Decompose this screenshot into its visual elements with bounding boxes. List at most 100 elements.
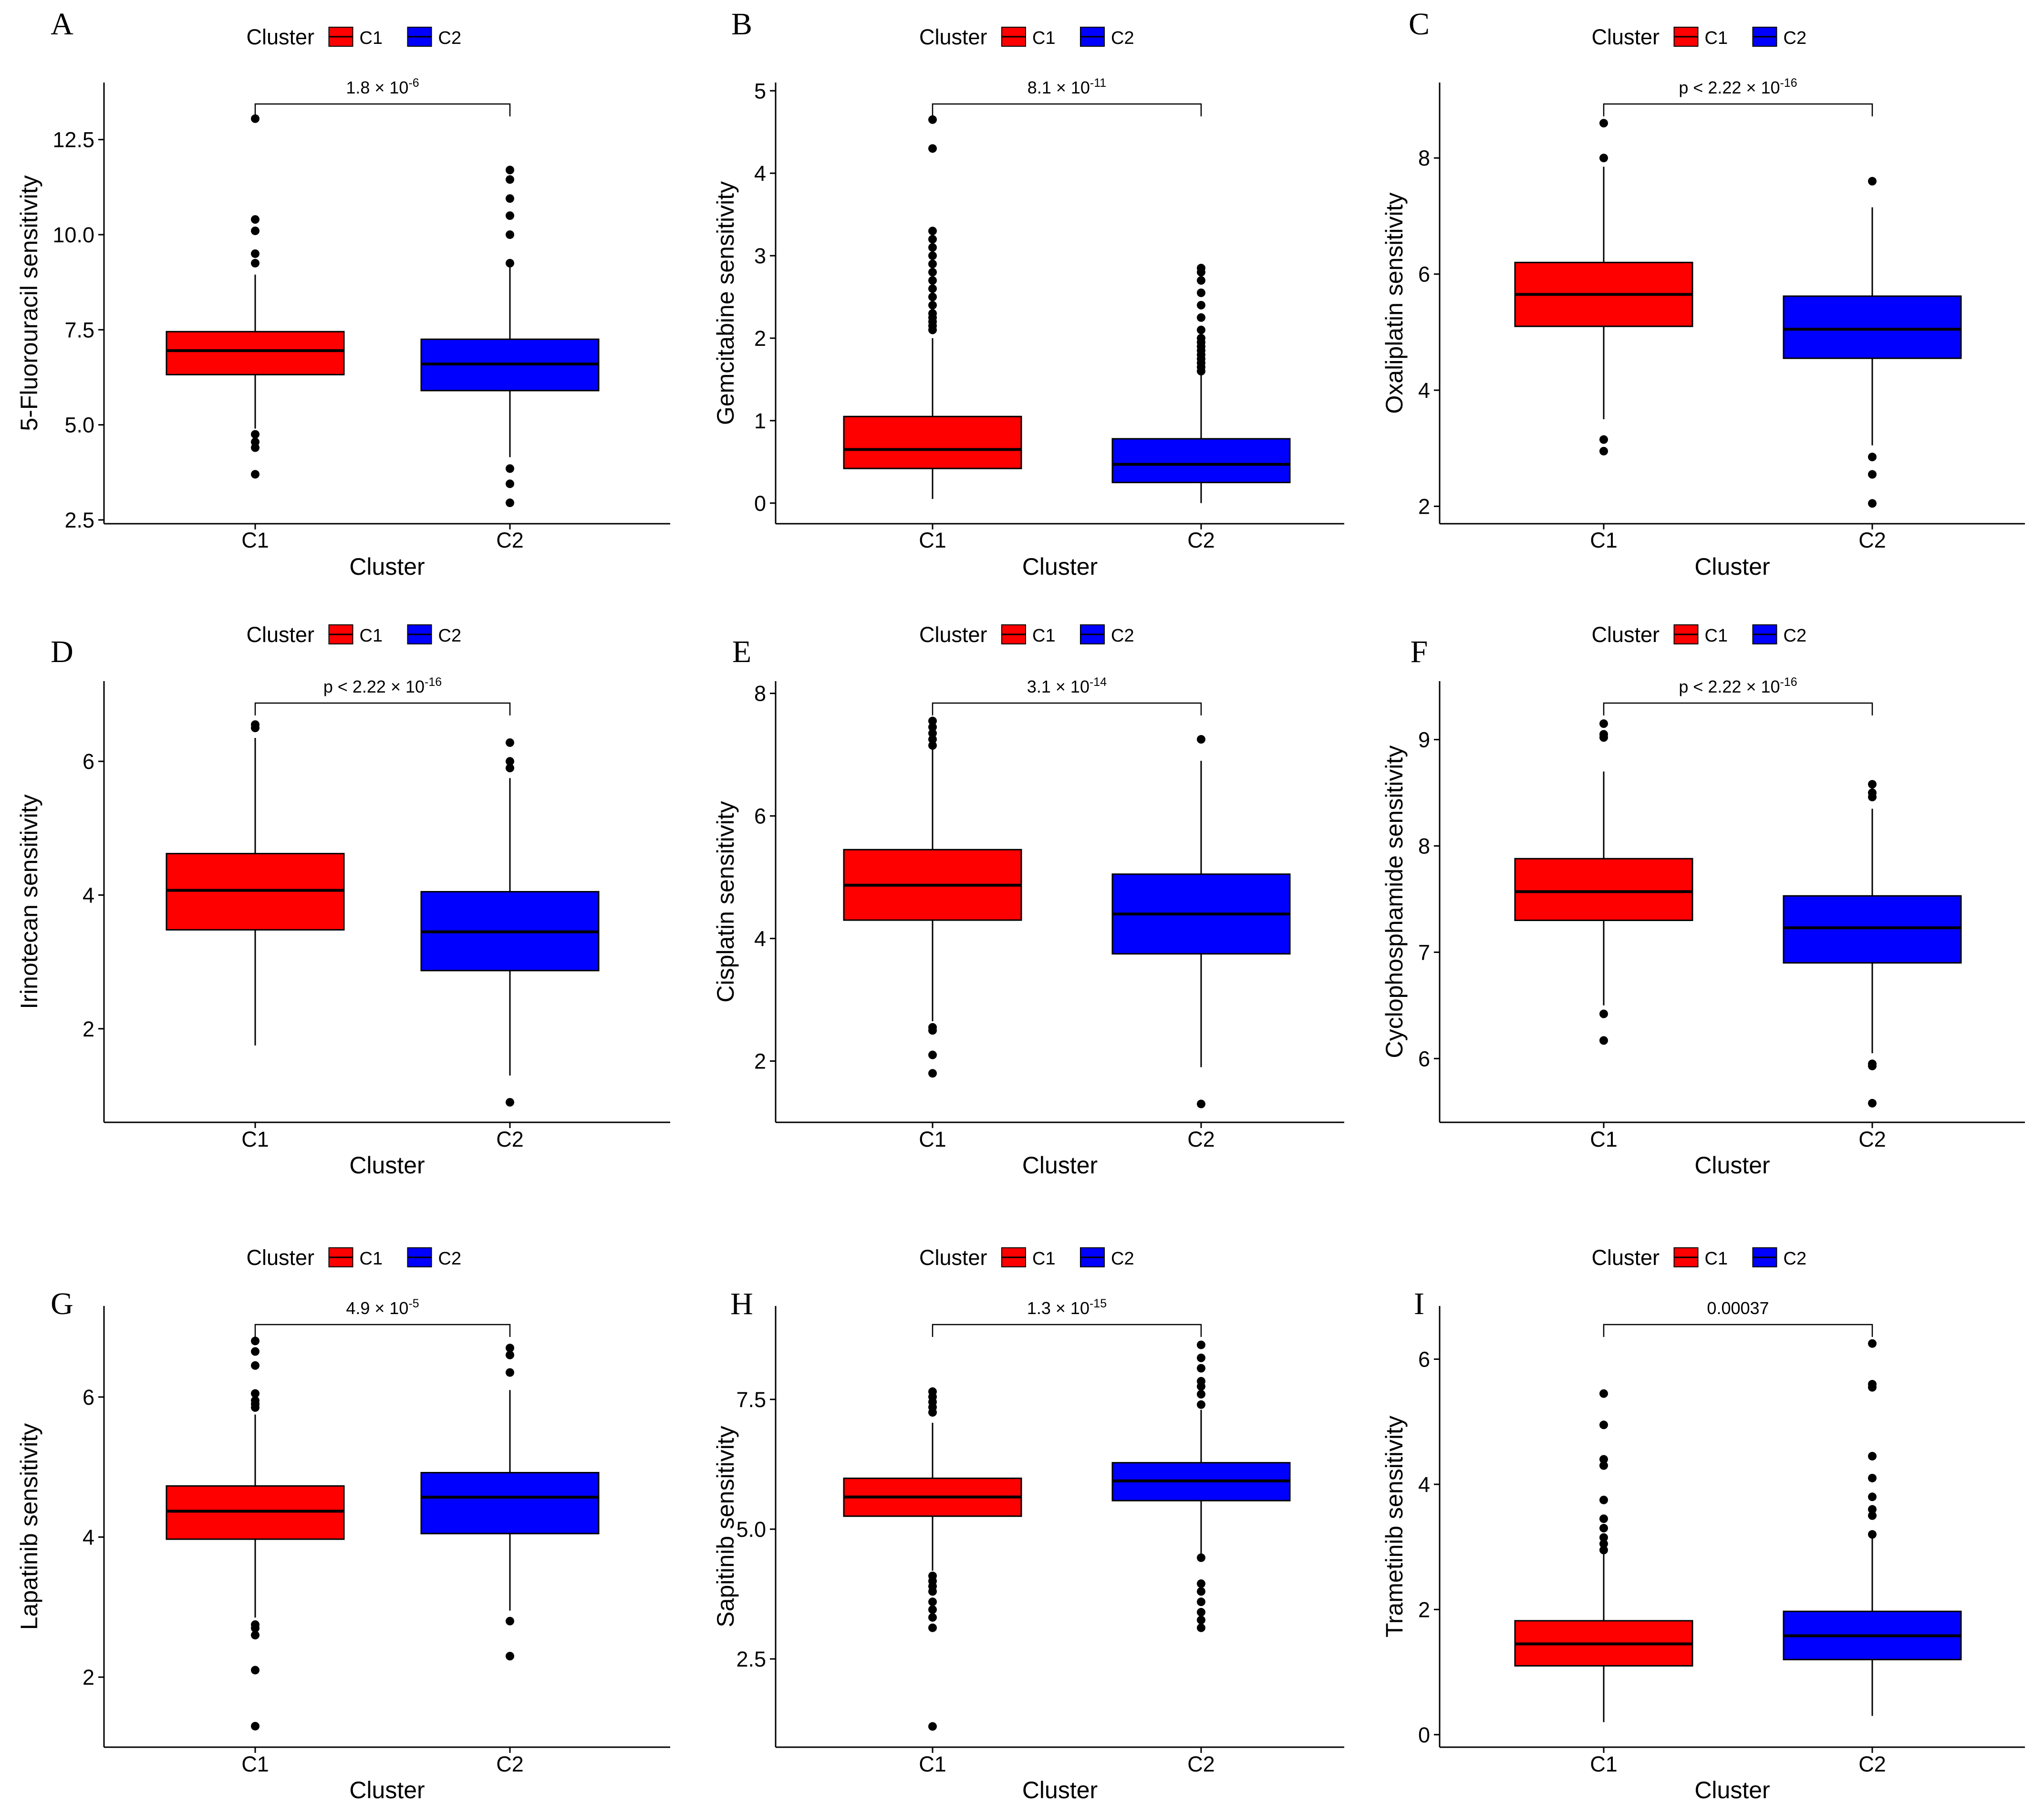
y-tick-label: 2 — [1418, 494, 1430, 518]
outlier-point — [1197, 1099, 1205, 1109]
outlier-point — [928, 1722, 937, 1731]
panel-letter-G: G — [51, 1286, 73, 1321]
outlier-point — [1197, 367, 1205, 376]
x-axis-label: Cluster — [1022, 1777, 1098, 1803]
y-tick-label: 3 — [754, 244, 766, 268]
outlier-point — [1197, 300, 1205, 310]
y-tick-label: 4 — [1418, 1472, 1430, 1497]
p-value-label: p < 2.22 × 10-16 — [1679, 76, 1797, 97]
outlier-point — [1599, 1036, 1608, 1045]
legend-label-C2: C2 — [1111, 1249, 1134, 1269]
outlier-point — [506, 479, 514, 488]
outlier-point — [1868, 1061, 1877, 1070]
outlier-point — [506, 764, 514, 773]
y-tick-label: 5.0 — [736, 1517, 766, 1542]
legend-title: Cluster — [919, 25, 987, 49]
box-C1 — [843, 1387, 1022, 1731]
outlier-point — [1197, 1616, 1205, 1625]
y-tick-label: 7.5 — [736, 1388, 766, 1412]
outlier-point — [506, 498, 514, 508]
panel-letter-C: C — [1409, 7, 1430, 41]
p-value-label: 4.9 × 10-5 — [346, 1297, 419, 1318]
y-tick-label: 2 — [1418, 1597, 1430, 1622]
outlier-point — [1197, 1608, 1205, 1617]
outlier-point — [928, 235, 937, 244]
p-value-base: 3.1 × 10 — [1027, 677, 1089, 696]
outlier-point — [928, 723, 937, 732]
panel-letter-I: I — [1414, 1286, 1424, 1321]
legend-label-C1: C1 — [360, 28, 383, 48]
outlier-point — [1868, 1492, 1877, 1502]
outlier-point — [251, 226, 259, 235]
significance-bracket — [254, 103, 511, 116]
p-value-base: 0.00037 — [1707, 1298, 1769, 1318]
outlier-point — [1868, 470, 1877, 479]
outlier-point — [1599, 1514, 1608, 1523]
significance-bracket — [932, 103, 1202, 116]
outlier-point — [928, 729, 937, 738]
y-tick-label: 2 — [754, 326, 766, 351]
x-tick-label-C2: C2 — [1187, 528, 1215, 552]
outlier-point — [1868, 176, 1877, 186]
outlier-point — [928, 1587, 937, 1596]
outlier-point — [928, 1623, 937, 1632]
legend-label-C2: C2 — [438, 626, 462, 646]
outlier-point — [1868, 1383, 1877, 1392]
box-C2 — [1783, 780, 1962, 1108]
y-tick-label: 6 — [754, 804, 766, 829]
legend-label-C1: C1 — [1705, 1249, 1728, 1269]
outlier-point — [506, 757, 514, 766]
x-tick-label-C2: C2 — [1187, 1127, 1215, 1151]
box-C2 — [420, 1344, 600, 1661]
outlier-point — [251, 114, 259, 123]
outlier-point — [1197, 735, 1205, 744]
outlier-point — [928, 741, 937, 750]
legend-title: Cluster — [247, 622, 315, 647]
panel-C: C Cluster C1 C2 2 4 6 8 C1 C2 Cluster Oxaliplatin s… — [1381, 7, 2025, 580]
box-C1 — [1514, 719, 1693, 1045]
outlier-point — [1197, 1623, 1205, 1632]
panel-letter-E: E — [732, 634, 751, 669]
p-value-label: 0.00037 — [1707, 1298, 1769, 1318]
outlier-point — [928, 1408, 937, 1417]
significance-bracket — [1603, 1324, 1873, 1337]
outlier-point — [506, 175, 514, 184]
outlier-point — [1599, 733, 1608, 742]
outlier-point — [1599, 1495, 1608, 1504]
y-tick-label: 4 — [83, 883, 94, 907]
panel-H: H Cluster C1 C2 2.5 5.0 7.5 C1 C2 Cluster Sapitini… — [712, 1245, 1344, 1803]
outlier-point — [506, 1652, 514, 1661]
box-C1 — [1514, 119, 1693, 456]
outlier-point — [251, 215, 259, 224]
outlier-point — [1868, 1505, 1877, 1514]
x-tick-label-C2: C2 — [496, 1752, 524, 1776]
y-tick-label: 8 — [1418, 834, 1430, 858]
y-tick-label: 8 — [754, 682, 766, 706]
outlier-point — [928, 268, 937, 277]
x-tick-label-C2: C2 — [1858, 1127, 1886, 1151]
box-iqr — [1514, 858, 1693, 922]
outlier-point — [1599, 446, 1608, 456]
box-C2 — [1111, 264, 1291, 503]
y-tick-label: 9 — [1418, 728, 1430, 752]
outlier-point — [251, 1631, 259, 1640]
significance-bracket — [932, 702, 1202, 715]
outlier-point — [1599, 1455, 1608, 1464]
legend-title: Cluster — [1592, 25, 1660, 49]
outlier-point — [1197, 1553, 1205, 1562]
y-axis-label: Gemcitabine sensitivity — [712, 181, 739, 425]
box-C1 — [843, 115, 1022, 499]
significance-bracket — [1603, 103, 1873, 116]
legend-label-C1: C1 — [360, 626, 383, 646]
legend-label-C2: C2 — [1111, 28, 1134, 48]
legend-label-C1: C1 — [360, 1249, 383, 1269]
outlier-point — [251, 1336, 259, 1346]
outlier-point — [506, 1368, 514, 1377]
p-value-label: p < 2.22 × 10-16 — [1679, 675, 1797, 696]
x-tick-label-C2: C2 — [1187, 1752, 1215, 1776]
outlier-point — [928, 1605, 937, 1614]
outlier-point — [1599, 1523, 1608, 1533]
legend: Cluster C1 C2 — [247, 1245, 462, 1270]
p-value-base: p < 2.22 × 10 — [323, 677, 425, 696]
box-C1 — [166, 1336, 345, 1730]
